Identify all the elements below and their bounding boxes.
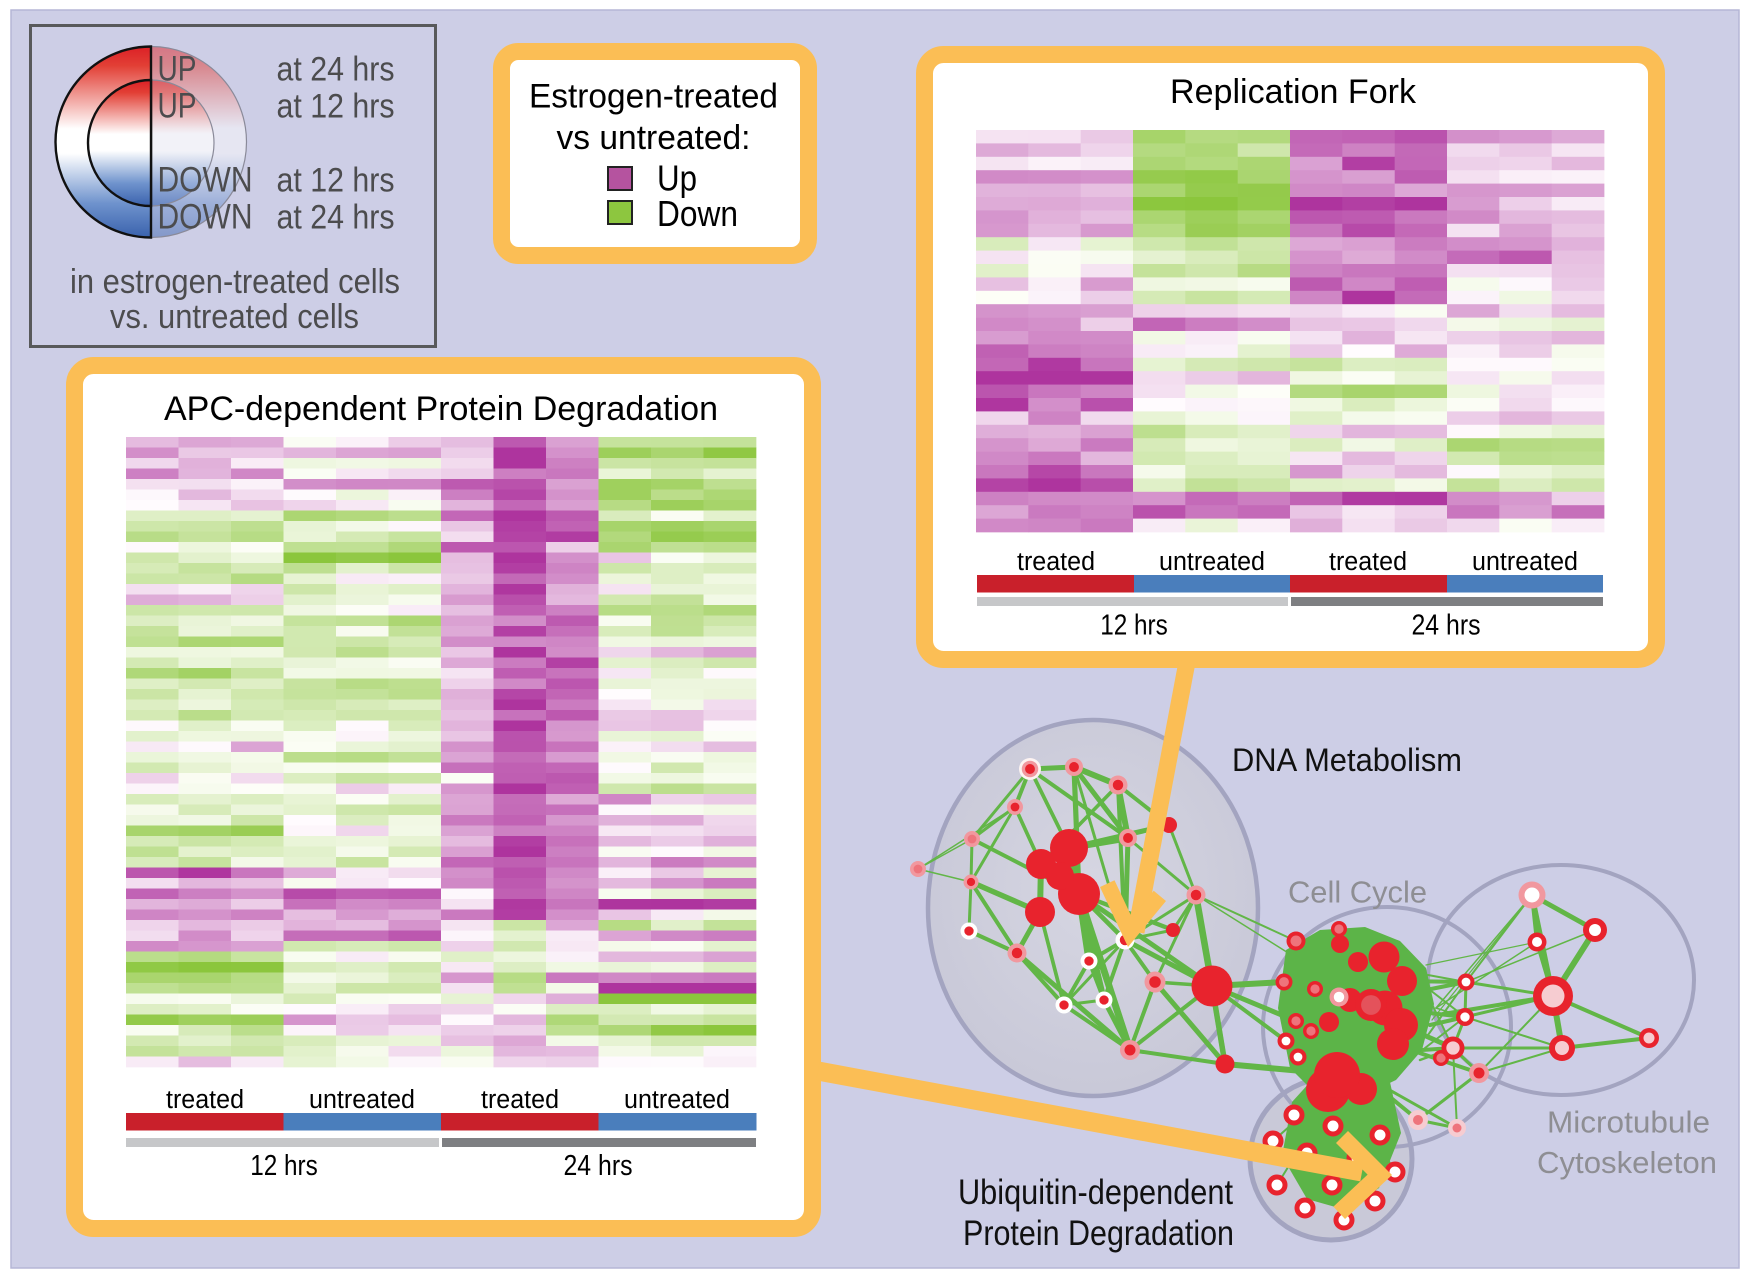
svg-text:untreated: untreated [624,1086,730,1114]
svg-text:DNA Metabolism: DNA Metabolism [1232,742,1462,778]
svg-text:treated: treated [481,1086,559,1114]
svg-text:DOWN: DOWN [158,197,253,236]
svg-text:24 hrs: 24 hrs [1412,610,1481,642]
svg-text:Down: Down [657,193,738,234]
svg-text:vs. untreated cells: vs. untreated cells [110,298,359,336]
svg-text:treated: treated [1329,548,1407,576]
svg-text:treated: treated [166,1086,244,1114]
svg-text:Replication Fork: Replication Fork [1170,73,1417,111]
svg-text:untreated: untreated [1159,548,1265,576]
svg-text:at 24 hrs: at 24 hrs [277,198,395,236]
svg-text:24 hrs: 24 hrs [564,1150,633,1182]
svg-text:treated: treated [1017,548,1095,576]
svg-text:UP: UP [158,49,197,88]
svg-text:untreated: untreated [309,1086,415,1114]
svg-text:at 12 hrs: at 12 hrs [277,161,395,199]
svg-text:Up: Up [657,158,697,199]
svg-text:vs untreated:: vs untreated: [557,119,751,157]
svg-text:at 12 hrs: at 12 hrs [277,87,395,125]
svg-text:Cell Cycle: Cell Cycle [1288,876,1427,910]
svg-text:at 24 hrs: at 24 hrs [277,50,395,88]
svg-text:in estrogen-treated cells: in estrogen-treated cells [70,263,400,301]
svg-text:Cytoskeleton: Cytoskeleton [1537,1145,1717,1180]
svg-text:DOWN: DOWN [158,160,253,199]
svg-text:untreated: untreated [1472,548,1578,576]
svg-text:APC-dependent Protein Degradat: APC-dependent Protein Degradation [164,390,718,428]
svg-text:Estrogen-treated: Estrogen-treated [529,78,778,116]
svg-text:Protein Degradation: Protein Degradation [963,1214,1234,1253]
svg-text:12 hrs: 12 hrs [250,1150,318,1182]
svg-text:Ubiquitin-dependent: Ubiquitin-dependent [958,1173,1233,1212]
svg-text:Microtubule: Microtubule [1547,1105,1710,1140]
svg-text:UP: UP [158,86,197,125]
svg-text:12 hrs: 12 hrs [1100,610,1168,642]
